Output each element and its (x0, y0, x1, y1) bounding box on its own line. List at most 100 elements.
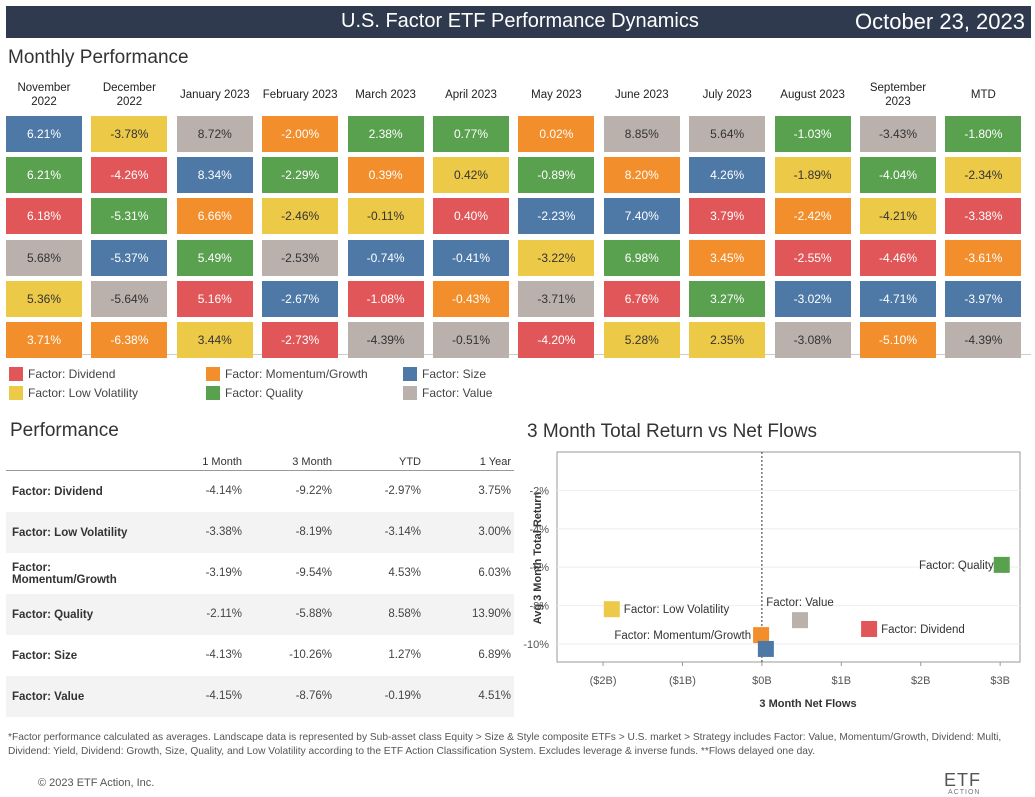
row-label: Factor: Quality (12, 608, 94, 621)
heat-cell: -0.51% (433, 322, 509, 358)
heat-cell: -2.29% (262, 157, 339, 194)
heat-cell: 6.66% (176, 198, 253, 235)
table-cell: -8.19% (295, 526, 332, 538)
table-cell: 3.00% (478, 526, 511, 538)
legend-item: Factor: Quality (206, 386, 303, 400)
heat-cell: -2.00% (262, 116, 339, 152)
month-header: August 2023 (780, 89, 845, 101)
table-cell: 8.58% (388, 608, 421, 620)
heat-cell: -3.08% (774, 322, 851, 358)
heat-cell: 8.85% (603, 116, 680, 152)
heat-cell: 0.39% (347, 157, 424, 194)
row-label: Factor: Dividend (12, 485, 103, 498)
heat-cell: -2.42% (774, 198, 851, 235)
heat-cell: 5.28% (603, 322, 680, 358)
heat-cell: -2.55% (774, 239, 851, 276)
section-title: Performance (10, 420, 119, 441)
heat-cell: -4.39% (945, 322, 1022, 358)
month-header: December 2022 (102, 82, 156, 108)
heat-cell: 2.35% (689, 322, 766, 358)
month-header: September 2023 (869, 82, 927, 108)
table-cell: 6.89% (478, 649, 511, 661)
plot-area (556, 451, 1021, 663)
heat-cell: 2.38% (347, 116, 424, 152)
month-header: March 2023 (355, 89, 416, 101)
legend-swatch (403, 367, 417, 381)
legend-item: Factor: Low Volatility (9, 386, 138, 400)
legend-label: Factor: Momentum/Growth (225, 367, 368, 381)
row-label: Factor: Value (12, 690, 85, 703)
table-cell: -5.88% (295, 608, 332, 620)
column-header: 1 Year (479, 456, 511, 468)
y-tick-label: -4% (529, 524, 549, 536)
legend-label: Factor: Dividend (28, 367, 116, 381)
heat-cell: -4.46% (860, 239, 936, 276)
heat-cell: 3.79% (689, 198, 766, 235)
heat-cell: 0.42% (433, 157, 509, 194)
point-label: Factor: Dividend (881, 624, 965, 636)
chart-title: 3 Month Total Return vs Net Flows (527, 421, 817, 442)
legend-swatch (206, 367, 220, 381)
table-cell: 13.90% (471, 608, 511, 620)
heat-cell: -0.89% (518, 157, 595, 194)
heat-cell: 3.27% (689, 280, 766, 317)
heat-cell: -2.67% (262, 280, 339, 317)
heat-cell: 8.72% (176, 116, 253, 152)
heat-cell: -2.73% (262, 322, 339, 358)
heat-cell: 6.18% (6, 198, 82, 235)
heat-cell: -2.53% (262, 239, 339, 276)
table-cell: 6.03% (478, 567, 511, 579)
page-date: October 23, 2023 (854, 9, 1025, 34)
month-header: April 2023 (445, 89, 497, 101)
heat-cell: -0.41% (433, 239, 509, 276)
header-bar: U.S. Factor ETF Performance Dynamics Oct… (6, 6, 1031, 38)
table-cell: -2.97% (384, 485, 421, 497)
heat-cell: -2.46% (262, 198, 339, 235)
y-tick-label: -10% (523, 639, 549, 651)
month-header: May 2023 (531, 89, 582, 101)
heat-cell: -1.89% (774, 157, 851, 194)
point-label: Factor: Low Volatility (624, 604, 730, 616)
month-header: January 2023 (179, 89, 250, 101)
heat-cell: 7.40% (603, 198, 680, 235)
heat-cell: -4.71% (860, 280, 936, 317)
table-cell: -3.19% (205, 567, 242, 579)
y-tick-label: -6% (529, 562, 549, 574)
y-axis-label: Avg 3 Month Total Return (532, 491, 544, 624)
month-header: November 2022 (17, 82, 71, 108)
footnote: *Factor performance calculated as averag… (8, 732, 1002, 757)
legend-item: Factor: Momentum/Growth (206, 367, 368, 381)
scatter-point (757, 640, 774, 657)
heat-cell: -4.26% (91, 157, 168, 194)
heat-cell: -0.11% (347, 198, 424, 235)
column-header: 1 Month (202, 456, 242, 468)
month-header: MTD (970, 89, 996, 101)
heat-cell: 5.36% (6, 280, 82, 317)
column-header: YTD (399, 456, 421, 468)
x-tick-label: $1B (832, 675, 852, 687)
heat-cell: -5.31% (91, 198, 168, 235)
scatter-point (861, 620, 878, 637)
table-cell: -9.22% (295, 485, 332, 497)
x-tick-label: ($1B) (669, 675, 696, 687)
heat-cell: -5.37% (91, 239, 168, 276)
table-cell: -10.26% (289, 649, 332, 661)
heat-cell: -3.43% (860, 116, 936, 152)
heat-cell: -3.61% (945, 239, 1022, 276)
heat-cell: 6.98% (603, 239, 680, 276)
page-title: U.S. Factor ETF Performance Dynamics (341, 10, 699, 32)
heat-cell: 5.68% (6, 239, 82, 276)
heat-cell: 0.02% (518, 116, 595, 152)
legend-label: Factor: Size (422, 367, 487, 381)
heat-cell: -3.22% (518, 239, 595, 276)
heat-cell: 0.77% (433, 116, 509, 152)
scatter-point (603, 601, 620, 618)
row-band (6, 594, 514, 635)
row-label: Factor: Size (12, 649, 78, 662)
month-header: June 2023 (614, 89, 669, 101)
table-cell: -3.14% (384, 526, 421, 538)
heat-cell: 3.45% (689, 239, 766, 276)
heat-cell: -3.97% (945, 280, 1022, 317)
heat-cell: -1.08% (347, 280, 424, 317)
